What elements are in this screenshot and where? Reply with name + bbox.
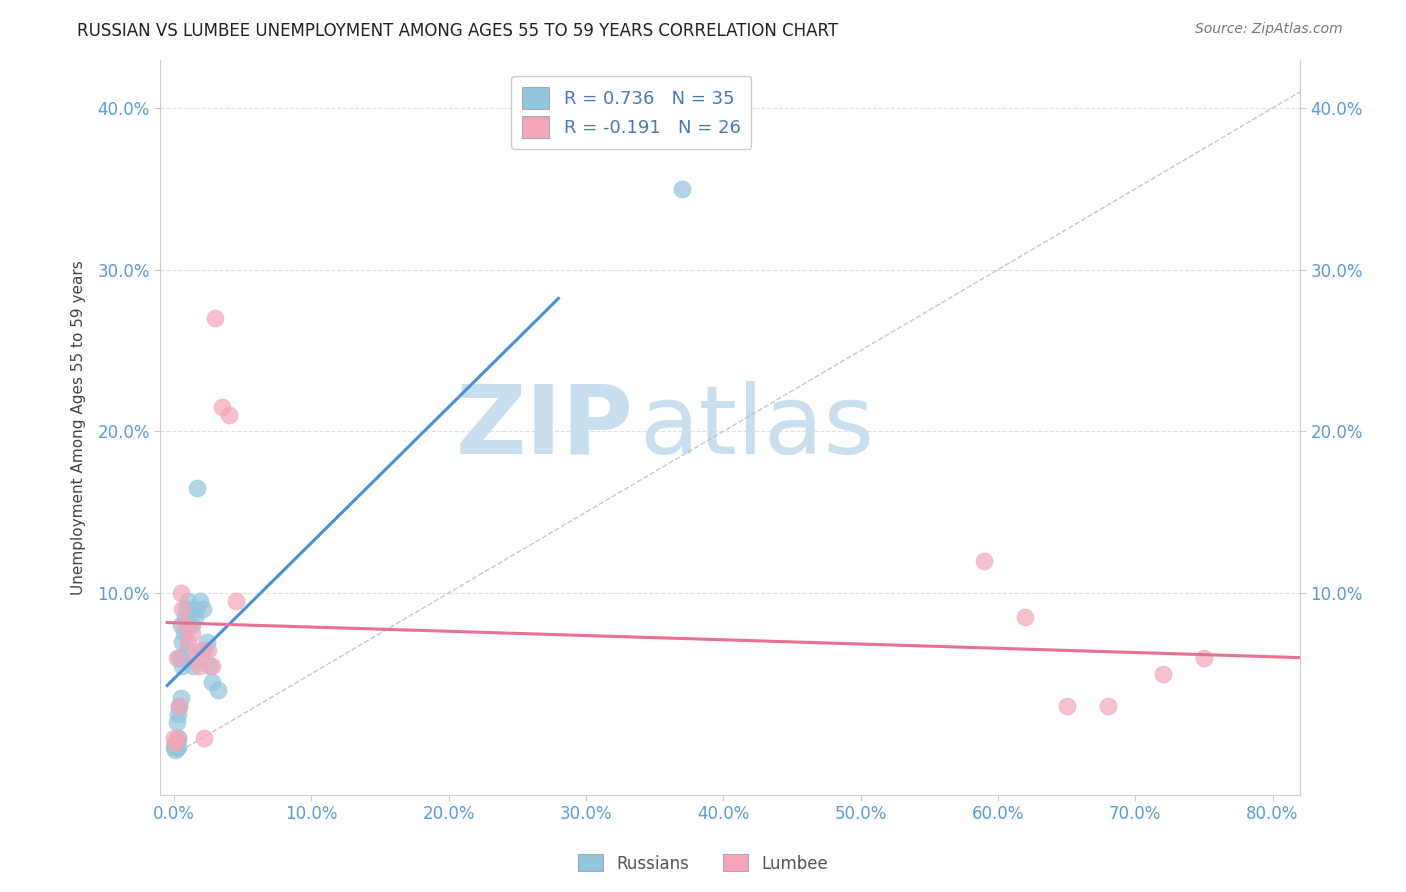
Point	[198, 658, 221, 673]
Legend: R = 0.736   N = 35, R = -0.191   N = 26: R = 0.736 N = 35, R = -0.191 N = 26	[512, 76, 751, 149]
Point	[173, 626, 195, 640]
Y-axis label: Unemployment Among Ages 55 to 59 years: Unemployment Among Ages 55 to 59 years	[72, 260, 86, 595]
Point	[183, 650, 205, 665]
Point	[190, 642, 212, 657]
Point	[166, 650, 188, 665]
Point	[1014, 610, 1036, 624]
Point	[183, 610, 205, 624]
Point	[170, 691, 193, 706]
Point	[180, 618, 202, 632]
Point	[177, 642, 200, 657]
Point	[201, 658, 224, 673]
Point	[165, 743, 187, 757]
Point	[169, 699, 191, 714]
Point	[167, 707, 190, 722]
Point	[193, 731, 215, 746]
Point	[180, 626, 202, 640]
Point	[1152, 666, 1174, 681]
Point	[172, 658, 194, 673]
Point	[187, 658, 209, 673]
Point	[671, 182, 693, 196]
Point	[163, 731, 186, 746]
Legend: Russians, Lumbee: Russians, Lumbee	[571, 847, 835, 880]
Point	[166, 715, 188, 730]
Point	[1192, 650, 1215, 665]
Point	[204, 311, 226, 326]
Point	[169, 650, 191, 665]
Point	[973, 554, 995, 568]
Point	[177, 634, 200, 648]
Point	[1056, 699, 1078, 714]
Point	[225, 594, 247, 608]
Point	[165, 736, 187, 750]
Point	[166, 735, 188, 749]
Point	[167, 739, 190, 754]
Point	[172, 634, 194, 648]
Point	[166, 741, 188, 756]
Point	[193, 642, 215, 657]
Point	[191, 602, 214, 616]
Point	[177, 594, 200, 608]
Point	[218, 408, 240, 422]
Point	[177, 618, 200, 632]
Point	[174, 610, 197, 624]
Point	[181, 658, 204, 673]
Text: ZIP: ZIP	[456, 381, 633, 474]
Text: Source: ZipAtlas.com: Source: ZipAtlas.com	[1195, 22, 1343, 37]
Point	[211, 400, 233, 414]
Point	[170, 586, 193, 600]
Point	[188, 594, 211, 608]
Point	[169, 699, 191, 714]
Point	[170, 650, 193, 665]
Point	[201, 674, 224, 689]
Point	[207, 683, 229, 698]
Point	[174, 618, 197, 632]
Point	[170, 618, 193, 632]
Point	[184, 602, 207, 616]
Point	[197, 642, 219, 657]
Point	[167, 731, 190, 746]
Point	[172, 602, 194, 616]
Point	[195, 634, 218, 648]
Text: atlas: atlas	[638, 381, 875, 474]
Point	[163, 739, 186, 754]
Point	[176, 602, 198, 616]
Point	[1097, 699, 1119, 714]
Point	[167, 731, 190, 746]
Point	[186, 481, 208, 495]
Point	[165, 736, 187, 750]
Text: RUSSIAN VS LUMBEE UNEMPLOYMENT AMONG AGES 55 TO 59 YEARS CORRELATION CHART: RUSSIAN VS LUMBEE UNEMPLOYMENT AMONG AGE…	[77, 22, 838, 40]
